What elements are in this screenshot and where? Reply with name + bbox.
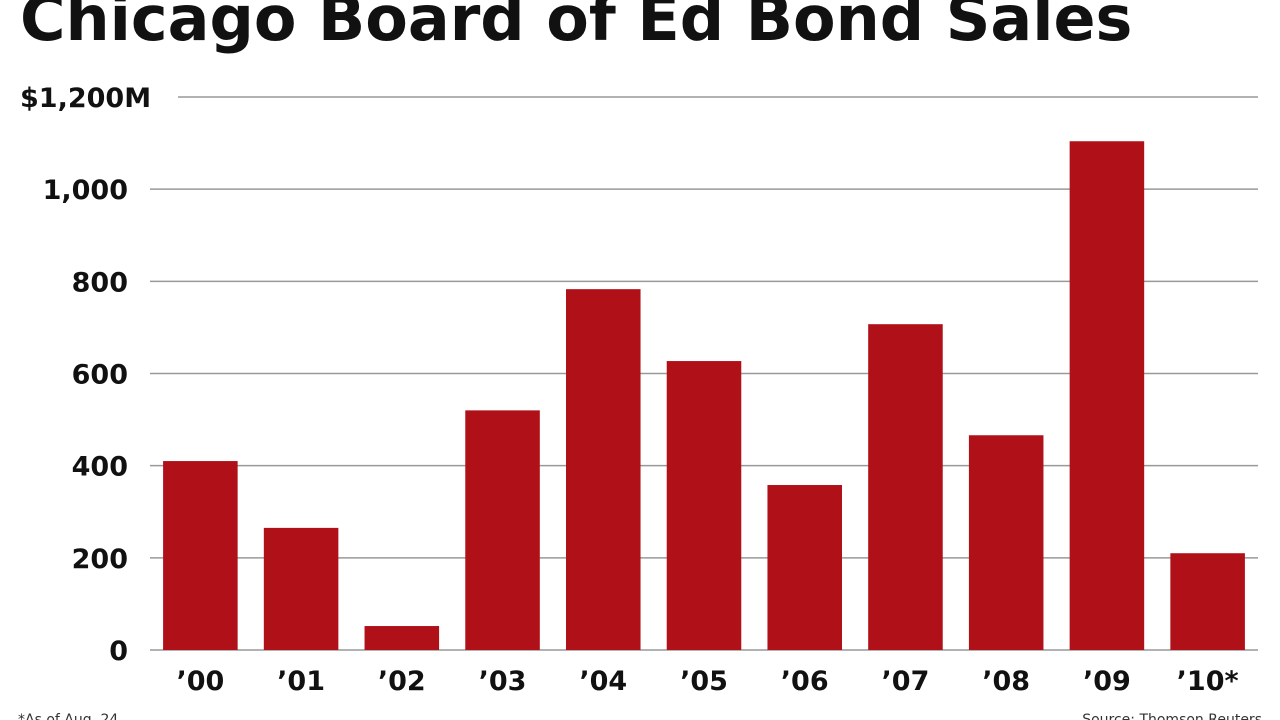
x-tick-label: ’00	[176, 666, 224, 697]
bar	[1170, 553, 1245, 650]
y-tick-label: 800	[72, 267, 128, 298]
bar	[968, 435, 1044, 650]
bar	[465, 410, 540, 650]
x-tick-label: ’10*	[1177, 666, 1239, 697]
x-tick-label: ’04	[579, 666, 627, 697]
x-tick-label: ’02	[378, 666, 426, 697]
bar	[868, 324, 943, 650]
y-tick-label: 600	[72, 360, 128, 391]
x-tick-label: ’09	[1083, 666, 1131, 697]
source: Source: Thomson Reuters	[1082, 712, 1262, 720]
bar	[666, 361, 742, 650]
footnote: *As of Aug. 24	[18, 712, 118, 720]
y-tick-label: 400	[72, 452, 128, 483]
bar	[364, 626, 440, 650]
x-tick-label: ’06	[781, 666, 829, 697]
y-tick-label: 1,000	[43, 175, 128, 206]
bar	[566, 289, 641, 650]
y-tick-label: $1,200M	[20, 83, 151, 114]
chart-title: Chicago Board of Ed Bond Sales	[20, 0, 1132, 55]
x-tick-label: ’05	[680, 666, 728, 697]
y-tick-label: 0	[109, 636, 128, 667]
x-tick-label: ’08	[982, 666, 1030, 697]
x-tick-label: ’07	[882, 666, 930, 697]
x-tick-label: ’03	[479, 666, 527, 697]
x-tick-label: ’01	[277, 666, 325, 697]
bar	[1069, 141, 1145, 651]
bar	[263, 527, 339, 650]
y-tick-label: 200	[72, 544, 128, 575]
bar	[767, 485, 842, 650]
bar	[163, 461, 238, 650]
